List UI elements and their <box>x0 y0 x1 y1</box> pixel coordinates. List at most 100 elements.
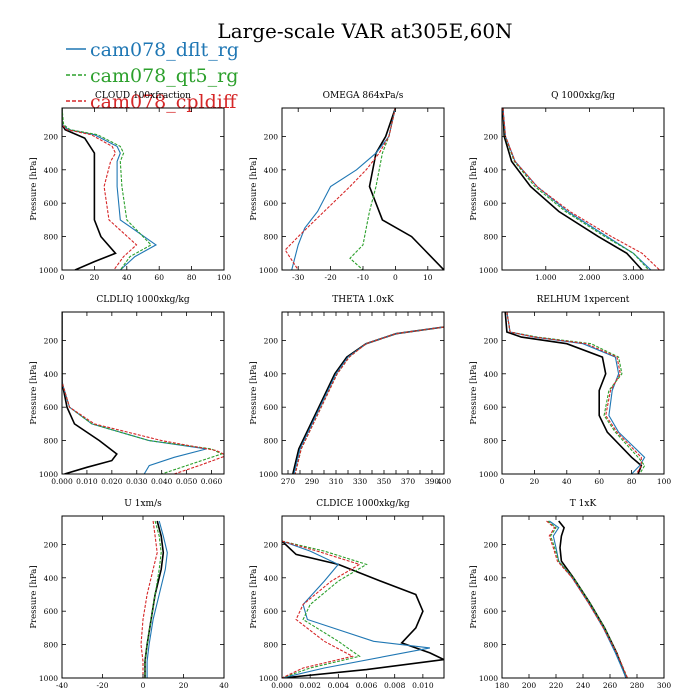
series-line-7-0 <box>282 540 431 678</box>
series-line-1-0 <box>291 108 396 270</box>
series-line-4-3 <box>292 326 444 474</box>
xtick-label-6-3: 20 <box>179 681 189 690</box>
ytick-label-5-4: 1000 <box>479 470 498 479</box>
panel-title-6: U 1xm/s <box>124 499 162 509</box>
ytick-label-1-2: 600 <box>264 199 279 208</box>
ytick-label-7-0: 200 <box>264 540 279 549</box>
panel-title-0: CLOUD 100xfraction <box>95 91 191 101</box>
xtick-label-8-5: 280 <box>630 681 645 690</box>
series-line-7-2 <box>282 540 361 678</box>
ylabel-3: Pressure [hPa] <box>29 361 39 424</box>
xtick-label-6-1: -20 <box>96 681 108 690</box>
panel-series-group-1 <box>284 108 444 270</box>
xtick-label-6-4: 40 <box>219 681 229 690</box>
panel-frame-6 <box>61 515 225 679</box>
ytick-label-1-0: 200 <box>264 132 279 141</box>
xtick-label-8-6: 300 <box>657 681 672 690</box>
xtick-label-5-2: 40 <box>562 477 572 486</box>
ytick-label-0-0: 200 <box>44 132 59 141</box>
series-line-6-0 <box>146 520 168 678</box>
panel-title-4: THETA 1.0xK <box>332 295 394 305</box>
ylabel-7: Pressure [hPa] <box>249 565 259 628</box>
ytick-label-5-1: 400 <box>484 370 499 379</box>
series-line-3-1 <box>62 312 223 474</box>
panel-7: CLDICE 1000xkg/kg 0.000 0.002 0.004 0.006 0.0… <box>249 499 445 690</box>
xtick-label-1-4: 10 <box>423 273 433 282</box>
ytick-label-0-4: 1000 <box>39 266 58 275</box>
series-line-6-1 <box>144 520 162 678</box>
xtick-label-6-2: 0 <box>141 681 146 690</box>
series-line-0-1 <box>62 108 152 270</box>
panel-title-1: OMEGA 864xPa/s <box>323 91 404 101</box>
xtick-label-7-0: 0.000 <box>271 681 293 690</box>
xtick-label-4-4: 310 <box>329 477 344 486</box>
panel-frame-4 <box>281 311 445 475</box>
xtick-label-3-4: 0.040 <box>151 477 173 486</box>
series-line-2-1 <box>502 108 650 270</box>
series-line-3-2 <box>62 312 224 474</box>
panel-0: CLOUD 100xfraction 0 20 40 60 80 100 200 400 600 8… <box>29 91 231 282</box>
figure-title: Large-scale VAR at305E,60N <box>217 19 512 43</box>
xtick-label-2-1: 2.000 <box>579 273 601 282</box>
xtick-label-7-2: 0.004 <box>328 681 350 690</box>
panel-1: OMEGA 864xPa/s -30 -20 -10 0 10 200 400 600 800 10… <box>249 91 445 282</box>
series-line-2-2 <box>502 108 660 270</box>
panel-title-8: T 1xK <box>570 499 597 509</box>
ytick-label-8-3: 800 <box>484 641 499 650</box>
ytick-label-0-1: 400 <box>44 166 59 175</box>
xtick-label-0-3: 60 <box>154 273 164 282</box>
panel-title-2: Q 1000xkg/kg <box>551 91 615 101</box>
panel-frame-8 <box>501 515 665 679</box>
xtick-label-4-13: 400 <box>437 477 452 486</box>
series-line-4-0 <box>293 326 444 474</box>
xtick-label-0-5: 100 <box>217 273 232 282</box>
ytick-label-2-1: 400 <box>484 166 499 175</box>
series-line-8-0 <box>548 520 627 678</box>
ytick-label-8-4: 1000 <box>479 674 498 683</box>
xtick-label-3-1: 0.010 <box>76 477 98 486</box>
xtick-label-2-0: 1.000 <box>535 273 557 282</box>
ytick-label-3-4: 1000 <box>39 470 58 479</box>
series-line-1-2 <box>284 108 396 270</box>
ytick-label-7-3: 800 <box>264 641 279 650</box>
xtick-label-7-1: 0.002 <box>299 681 321 690</box>
ytick-label-3-0: 200 <box>44 336 59 345</box>
series-line-1-3 <box>368 108 444 270</box>
xtick-label-1-2: -10 <box>357 273 369 282</box>
xtick-label-1-0: -30 <box>292 273 304 282</box>
panel-8: T 1xK 180 200 220 240 260 280 300 200 400 600 800 10… <box>469 499 671 690</box>
xtick-label-5-5: 100 <box>657 477 672 486</box>
panel-title-3: CLDLIQ 1000xkg/kg <box>96 295 190 305</box>
ylabel-4: Pressure [hPa] <box>249 361 259 424</box>
ytick-label-7-1: 400 <box>264 574 279 583</box>
series-line-3-3 <box>62 312 118 474</box>
xtick-label-5-4: 80 <box>627 477 637 486</box>
series-line-8-2 <box>546 520 629 678</box>
panel-3: CLDLIQ 1000xkg/kg0.000 0.010 0.020 0.030 0.0… <box>29 295 225 486</box>
xtick-label-4-0: 270 <box>281 477 296 486</box>
series-line-0-3 <box>62 108 117 270</box>
series-line-2-3 <box>502 108 643 270</box>
xtick-label-3-3: 0.030 <box>126 477 148 486</box>
series-line-4-1 <box>294 326 444 474</box>
ytick-label-2-0: 200 <box>484 132 499 141</box>
ytick-label-0-2: 600 <box>44 199 59 208</box>
xtick-label-7-3: 0.006 <box>356 681 378 690</box>
xtick-label-4-2: 290 <box>305 477 320 486</box>
panel-series-group-0 <box>62 108 158 270</box>
ytick-label-6-2: 600 <box>44 607 59 616</box>
xtick-label-2-2: 3.000 <box>623 273 645 282</box>
xtick-label-3-0: 0.000 <box>51 477 73 486</box>
ytick-label-1-3: 800 <box>264 233 279 242</box>
ytick-label-1-4: 1000 <box>259 266 278 275</box>
ytick-label-8-1: 400 <box>484 574 499 583</box>
ytick-label-6-0: 200 <box>44 540 59 549</box>
series-line-7-3 <box>282 540 444 678</box>
series-line-4-2 <box>294 326 444 474</box>
xtick-label-3-2: 0.020 <box>101 477 123 486</box>
xtick-label-3-5: 0.050 <box>176 477 198 486</box>
ytick-label-4-0: 200 <box>264 336 279 345</box>
xtick-label-1-1: -20 <box>325 273 337 282</box>
